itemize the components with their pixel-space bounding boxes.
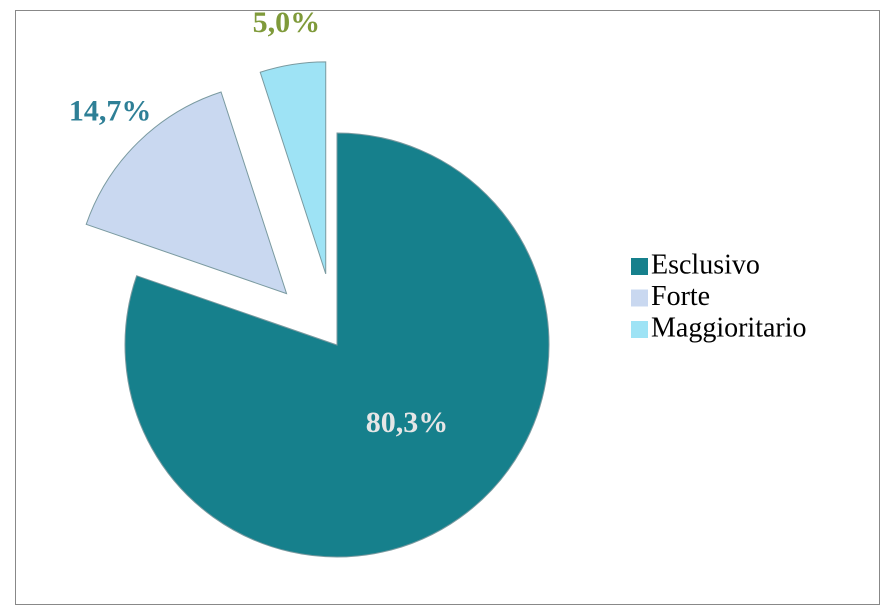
data-label: 14,7% [69, 95, 152, 128]
legend-label: Esclusivo [651, 249, 760, 280]
data-label: 80,3% [366, 406, 449, 439]
pie-slice [259, 61, 327, 275]
legend-marker [631, 258, 648, 275]
legend-marker [631, 289, 648, 307]
pie-slice [85, 91, 288, 295]
legend-marker [631, 321, 648, 338]
legend-label: Maggioritario [651, 312, 807, 343]
data-label: 5,0% [253, 6, 321, 39]
legend-label: Forte [651, 281, 710, 312]
pie-slice [124, 132, 550, 558]
